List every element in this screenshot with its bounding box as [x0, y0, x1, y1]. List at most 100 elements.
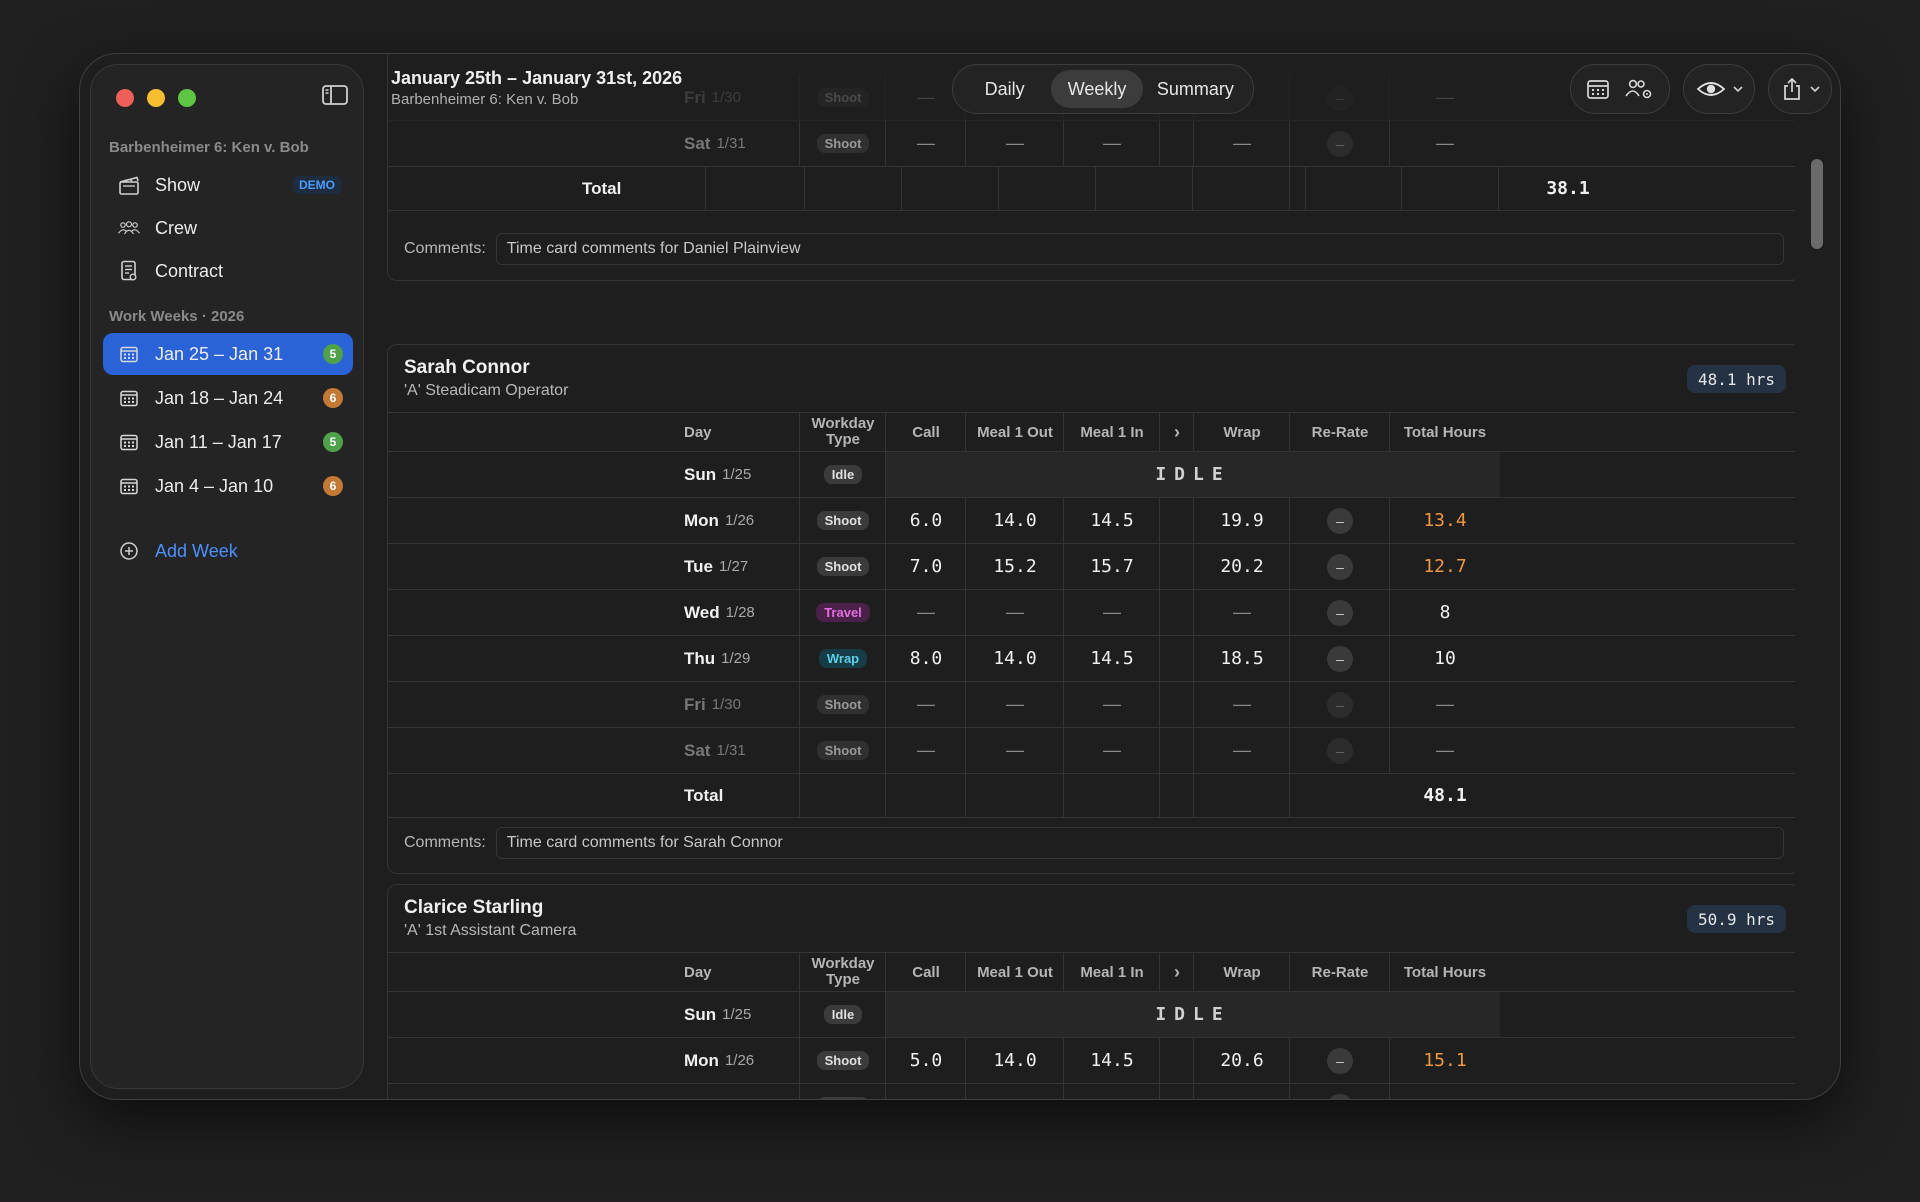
workday-type-pill[interactable]: Wrap: [818, 649, 868, 668]
sidebar-week-item[interactable]: Jan 25 – Jan 31 5: [103, 333, 353, 375]
call-time[interactable]: 6.0: [909, 510, 943, 531]
sidebar-item-label: Contract: [155, 260, 224, 281]
day-name: Tue: [684, 1097, 713, 1100]
day-date: 1/30: [711, 89, 741, 106]
rerate-button[interactable]: –: [1327, 599, 1353, 626]
rerate-button[interactable]: –: [1327, 737, 1353, 764]
workday-type-pill[interactable]: Shoot: [816, 741, 870, 760]
expand-meals-button[interactable]: ›: [1174, 421, 1180, 442]
expand-meals-button[interactable]: ›: [1174, 961, 1180, 982]
wrap-time[interactable]: 19.9: [1220, 510, 1264, 531]
window-controls: [116, 89, 196, 107]
sidebar-week-item[interactable]: Jan 4 – Jan 10 6: [103, 465, 353, 507]
meal-in-time[interactable]: 15.7: [1090, 556, 1134, 577]
zoom-window-button[interactable]: [178, 89, 196, 107]
sidebar-item-show[interactable]: Show DEMO: [103, 164, 353, 206]
empty-dash: —: [1233, 133, 1251, 153]
comments-row: Comments: Time card comments for Sarah Co…: [404, 826, 1784, 860]
day-name: Sat: [684, 133, 711, 153]
warning-icon[interactable]: [654, 1084, 676, 1099]
wrap-time[interactable]: 20.8: [1220, 1096, 1263, 1099]
tab-weekly[interactable]: Weekly: [1051, 70, 1143, 108]
workday-type-pill[interactable]: Shoot: [816, 134, 870, 153]
share-menu-button[interactable]: [1768, 64, 1832, 114]
meal-out-time[interactable]: 15.2: [993, 556, 1037, 577]
calendar-icon[interactable]: [1586, 78, 1610, 100]
rerate-button[interactable]: –: [1327, 553, 1353, 580]
add-week-button[interactable]: Add Week: [103, 530, 353, 572]
rerate-button[interactable]: –: [1327, 84, 1353, 111]
demo-badge: DEMO: [293, 176, 341, 194]
day-date: 1/27: [718, 558, 749, 575]
call-time[interactable]: 7.0: [909, 556, 943, 577]
minimize-window-button[interactable]: [147, 89, 165, 107]
empty-dash: —: [1006, 694, 1024, 714]
meal-out-time[interactable]: 14.0: [993, 648, 1037, 669]
meal-in-time[interactable]: 14.5: [1090, 648, 1134, 669]
total-hours-value: 10: [1434, 648, 1456, 669]
total-hours-value: 13.4: [1423, 510, 1467, 531]
tab-daily[interactable]: Daily: [984, 78, 1025, 99]
workday-type-pill[interactable]: Idle: [823, 465, 863, 484]
sidebar-toggle-icon[interactable]: [318, 80, 352, 110]
app-window: Barbenheimer 6: Ken v. Bob Show DEMO Cre…: [79, 53, 1841, 1100]
workday-type-pill[interactable]: Shoot: [816, 511, 870, 530]
rerate-button[interactable]: –: [1327, 1093, 1353, 1099]
workday-type-pill[interactable]: Travel: [816, 603, 870, 622]
day-name: Sun: [684, 464, 717, 484]
total-hours-value: 13.8: [1423, 1096, 1466, 1099]
workday-type-pill[interactable]: Idle: [823, 1005, 863, 1024]
wrap-time[interactable]: 20.2: [1220, 556, 1264, 577]
workday-type-pill[interactable]: Shoot: [816, 1051, 870, 1070]
wrap-time[interactable]: 18.5: [1220, 648, 1264, 669]
meal-out-time[interactable]: 14.0: [993, 1050, 1037, 1071]
scrollbar-thumb[interactable]: [1811, 159, 1823, 249]
workday-type-pill[interactable]: Shoot: [816, 557, 870, 576]
rerate-button[interactable]: –: [1327, 645, 1353, 672]
workday-type-pill[interactable]: Shoot: [816, 695, 870, 714]
day-date: 1/28: [725, 604, 755, 621]
scrollbar[interactable]: [1810, 129, 1824, 1074]
table-row: Sun 1/25 Idle IDLE: [388, 992, 1795, 1038]
tab-summary[interactable]: Summary: [1156, 78, 1234, 99]
sidebar-week-item[interactable]: Jan 18 – Jan 24 6: [103, 377, 353, 419]
workday-type-pill[interactable]: Shoot: [816, 1097, 870, 1099]
rerate-button[interactable]: –: [1327, 1047, 1353, 1074]
call-time[interactable]: 6.5: [910, 1096, 943, 1099]
wrap-time[interactable]: 20.6: [1220, 1050, 1264, 1071]
people-icon: [117, 217, 141, 239]
empty-dash: —: [1006, 740, 1024, 760]
crew-settings-icon[interactable]: [1624, 78, 1654, 100]
sidebar-item-contract[interactable]: Contract: [103, 250, 353, 292]
meal-in-time[interactable]: 14.5: [1090, 1050, 1134, 1071]
day-name: Fri: [684, 694, 706, 714]
comments-field[interactable]: Time card comments for Sarah Connor: [495, 827, 1784, 859]
call-time[interactable]: 8.0: [909, 648, 943, 669]
close-window-button[interactable]: [116, 89, 134, 107]
sidebar-week-item[interactable]: Jan 11 – Jan 17 5: [103, 421, 353, 463]
day-date: 1/25: [722, 466, 752, 483]
workday-type-pill[interactable]: Shoot: [816, 88, 870, 107]
visibility-menu-button[interactable]: [1683, 64, 1755, 114]
day-date: 1/26: [724, 1052, 755, 1069]
rerate-button[interactable]: –: [1327, 130, 1353, 157]
comments-label: Comments:: [404, 240, 486, 257]
timecard: Sarah Connor 'A' Steadicam Operator 48.1 h…: [387, 344, 1795, 874]
meal-out-time[interactable]: 14.0: [993, 510, 1037, 531]
hours-badge: 50.9 hrs: [1686, 905, 1786, 933]
meal-in-time[interactable]: 14.5: [1090, 510, 1134, 531]
rerate-button[interactable]: –: [1327, 507, 1353, 534]
week-label: Jan 11 – Jan 17: [155, 431, 282, 452]
total-value: 38.1: [1546, 178, 1590, 199]
rerate-button[interactable]: –: [1327, 691, 1353, 718]
empty-dash: —: [917, 694, 935, 714]
call-time[interactable]: 5.0: [909, 1050, 943, 1071]
empty-dash: —: [1103, 133, 1121, 153]
meal-in-time[interactable]: 15.7: [1090, 1096, 1133, 1099]
empty-dash: —: [1436, 694, 1454, 714]
empty-dash: —: [1233, 740, 1251, 760]
table-row: Wed 1/28 Travel — — — — – 8: [388, 590, 1795, 636]
comments-field[interactable]: Time card comments for Daniel Plainview: [495, 233, 1784, 265]
meal-out-time[interactable]: 15.2: [993, 1096, 1036, 1099]
sidebar-item-crew[interactable]: Crew: [103, 207, 353, 249]
